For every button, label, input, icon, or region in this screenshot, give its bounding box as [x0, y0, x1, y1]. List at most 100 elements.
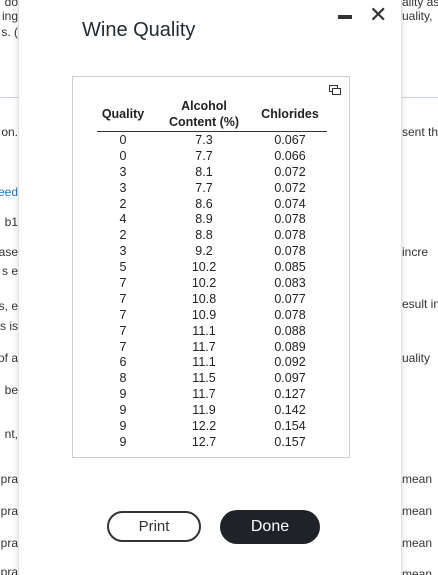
bg-text: ing — [1, 9, 18, 23]
alcohol-cell: 8.1 — [195, 164, 213, 179]
modal-title: Wine Quality — [82, 19, 196, 41]
table-row: 9 11.9 0.142 — [73, 403, 349, 419]
chlorides-cell: 0.078 — [274, 307, 306, 322]
alcohol-cell: 11.1 — [192, 323, 216, 338]
bg-text: s. ( — [1, 25, 18, 39]
quality-cell: 4 — [119, 212, 127, 227]
quality-cell: 9 — [119, 387, 127, 402]
bg-text: s e — [1, 264, 18, 278]
alcohol-cell: 10.9 — [191, 307, 217, 322]
bg-text: incre — [402, 245, 429, 259]
chlorides-cell: 0.088 — [274, 323, 306, 338]
header-quality: Quality — [101, 107, 145, 121]
close-icon[interactable]: ✕ — [369, 2, 388, 27]
bg-text: s is — [0, 319, 18, 333]
alcohol-cell: 7.7 — [195, 180, 213, 195]
table-row: 7 11.1 0.088 — [73, 324, 349, 340]
alcohol-cell: 10.8 — [191, 291, 217, 306]
bg-text: s, e — [0, 299, 18, 313]
table-row: 3 9.2 0.078 — [73, 244, 349, 260]
bg-text: pra — [0, 472, 18, 486]
chlorides-cell: 0.083 — [274, 276, 306, 291]
bg-divider — [400, 97, 438, 98]
bg-text: of a — [0, 351, 18, 365]
alcohol-cell: 12.2 — [191, 419, 217, 434]
quality-cell: 6 — [119, 355, 127, 370]
alcohol-cell: 11.1 — [192, 355, 216, 370]
data-table-panel: Quality Alcohol Content (%) Chlorides 0 7… — [72, 76, 350, 458]
chlorides-cell: 0.074 — [274, 196, 306, 211]
chlorides-cell: 0.066 — [274, 148, 306, 163]
table-row: 7 10.2 0.083 — [73, 276, 349, 292]
background-right-fragments: ality as uality, sent th incre esult in … — [400, 0, 438, 575]
chlorides-cell: 0.097 — [274, 371, 306, 386]
bg-text: esult in — [402, 297, 438, 311]
bg-text: nt, — [4, 427, 18, 441]
alcohol-cell: 10.2 — [191, 276, 217, 291]
quality-cell: 9 — [119, 419, 127, 434]
chlorides-cell: 0.078 — [274, 212, 306, 227]
bg-text: pra — [0, 504, 18, 518]
chlorides-cell: 0.157 — [274, 434, 306, 449]
quality-cell: 8 — [119, 371, 127, 386]
bg-text: be — [4, 383, 18, 397]
table-row: 0 7.3 0.067 — [73, 133, 349, 149]
bg-text: do — [4, 0, 18, 9]
alcohol-cell: 10.2 — [191, 260, 217, 275]
chlorides-cell: 0.092 — [274, 355, 306, 370]
table-row: 9 12.2 0.154 — [73, 419, 349, 435]
bg-divider — [0, 97, 18, 98]
alcohol-cell: 7.7 — [195, 148, 213, 163]
table-row: 9 11.7 0.127 — [73, 387, 349, 403]
table-row: 5 10.2 0.085 — [73, 260, 349, 276]
chlorides-cell: 0.072 — [274, 180, 306, 195]
quality-cell: 3 — [119, 180, 127, 195]
quality-cell: 7 — [119, 339, 127, 354]
bg-text: b1 — [4, 215, 18, 229]
background-left-fragments: do ing s. ( on. eed b1 ase s e s, e s is… — [0, 0, 18, 575]
chlorides-cell: 0.154 — [274, 419, 306, 434]
quality-cell: 7 — [119, 307, 127, 322]
table-row: 2 8.6 0.074 — [73, 197, 349, 213]
alcohol-cell: 8.9 — [195, 212, 213, 227]
table-row: 7 11.7 0.089 — [73, 340, 349, 356]
quality-cell: 3 — [119, 244, 127, 259]
bg-text: on. — [1, 125, 18, 139]
chlorides-cell: 0.078 — [274, 228, 306, 243]
alcohol-cell: 7.3 — [195, 133, 213, 147]
chlorides-cell: 0.077 — [274, 291, 306, 306]
header-chlorides: Chlorides — [261, 107, 319, 121]
quality-cell: 7 — [119, 323, 127, 338]
alcohol-cell: 11.5 — [192, 371, 216, 386]
copy-icon[interactable] — [329, 85, 341, 95]
alcohol-cell: 9.2 — [195, 244, 213, 259]
table-row: 3 7.7 0.072 — [73, 181, 349, 197]
table-row: 7 10.9 0.078 — [73, 308, 349, 324]
alcohol-cell: 12.7 — [191, 434, 217, 449]
table-row: 4 8.9 0.078 — [73, 212, 349, 228]
chlorides-cell: 0.085 — [274, 260, 306, 275]
chlorides-cell: 0.127 — [274, 387, 306, 402]
done-button[interactable]: Done — [220, 510, 320, 544]
alcohol-cell: 11.7 — [192, 339, 216, 354]
table-row: 0 7.7 0.066 — [73, 149, 349, 165]
bg-text: uality, — [402, 9, 433, 23]
chlorides-cell: 0.142 — [274, 403, 306, 418]
table-row: 8 11.5 0.097 — [73, 371, 349, 387]
quality-cell: 9 — [119, 403, 127, 418]
quality-cell: 2 — [119, 228, 127, 243]
print-button[interactable]: Print — [107, 511, 201, 542]
bg-text: ase — [0, 245, 18, 259]
minimize-icon[interactable] — [338, 15, 352, 19]
quality-cell: 2 — [119, 196, 127, 211]
table-body: 0 7.3 0.067 0 7.7 0.066 3 8.1 0.072 3 7.7 0.072 2 8.6… — [73, 133, 349, 451]
chlorides-cell: 0.067 — [274, 133, 306, 147]
bg-text: uality — [402, 351, 431, 365]
quality-cell: 7 — [119, 291, 127, 306]
chlorides-cell: 0.072 — [274, 164, 306, 179]
table-row: 3 8.1 0.072 — [73, 165, 349, 181]
bg-text: sent th — [402, 125, 438, 139]
quality-cell: 7 — [119, 276, 127, 291]
table-row: 2 8.8 0.078 — [73, 228, 349, 244]
bg-text: mean — [402, 472, 433, 486]
